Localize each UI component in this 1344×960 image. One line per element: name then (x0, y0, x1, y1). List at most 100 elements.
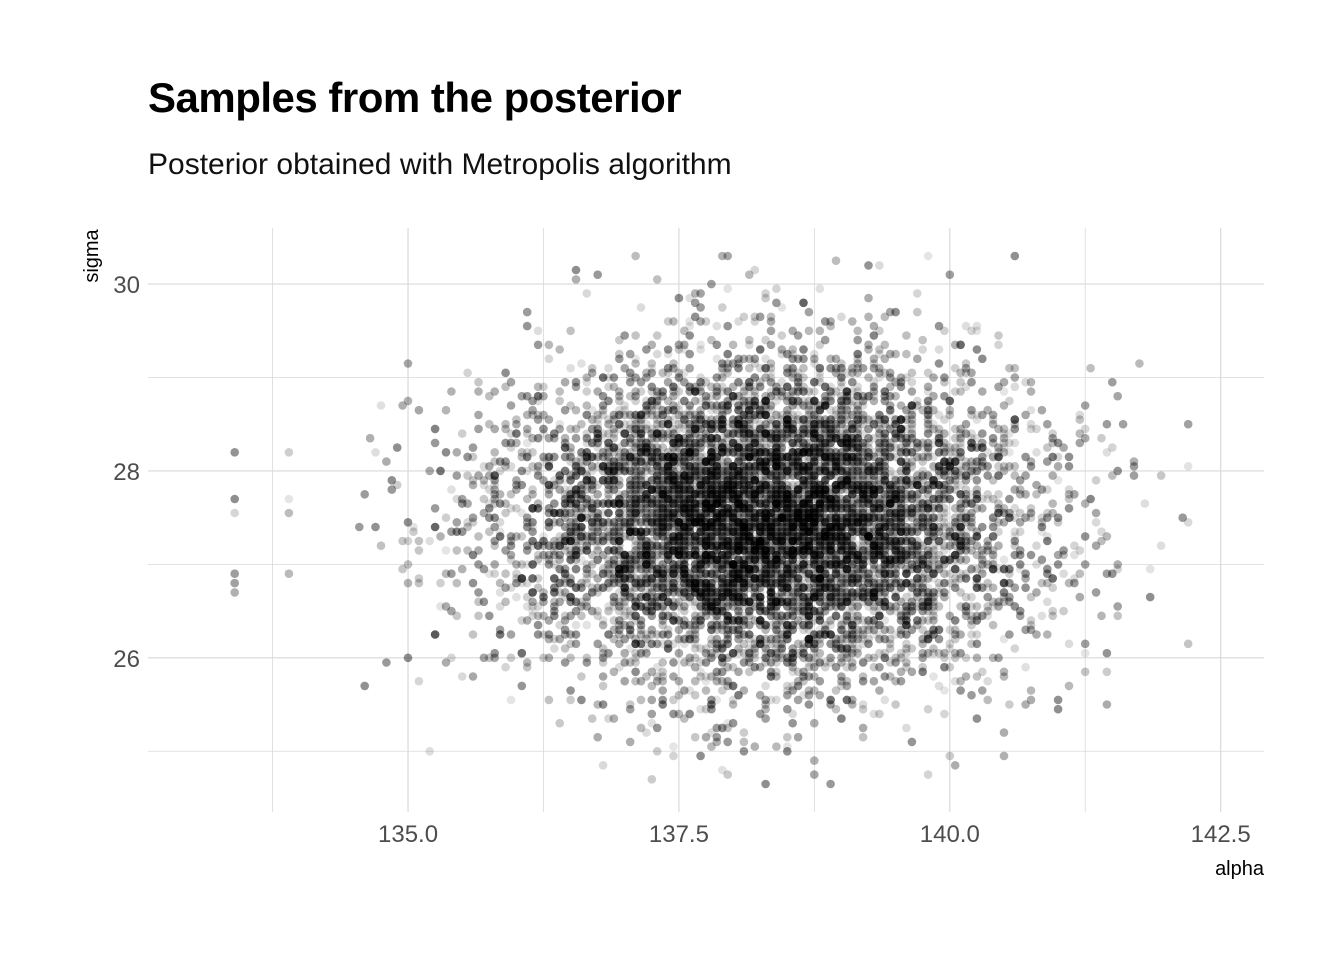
data-point (885, 672, 895, 681)
data-point (658, 611, 667, 621)
data-point (755, 536, 765, 546)
data-point (550, 499, 559, 508)
data-point (853, 405, 862, 415)
data-point (1021, 700, 1030, 709)
data-point (950, 616, 960, 625)
data-point (571, 433, 581, 443)
data-point (723, 448, 732, 457)
data-point (831, 686, 841, 695)
data-point (701, 536, 711, 546)
data-point (793, 536, 803, 546)
data-point (739, 504, 749, 513)
data-point (680, 522, 689, 532)
data-point (544, 452, 554, 462)
data-point (950, 471, 960, 480)
data-point (501, 382, 510, 392)
data-point (755, 522, 765, 532)
data-point (923, 560, 933, 569)
data-point (842, 457, 852, 466)
data-point (701, 676, 711, 686)
data-point (793, 494, 803, 504)
data-point (430, 630, 440, 639)
data-point (674, 438, 684, 448)
data-point (869, 630, 879, 639)
data-point (685, 527, 694, 536)
data-point (696, 480, 705, 490)
data-point (913, 476, 922, 485)
data-point (880, 583, 890, 592)
data-point (571, 546, 581, 555)
data-point (522, 321, 532, 331)
data-point (647, 606, 657, 616)
data-point (723, 737, 732, 747)
data-point (712, 648, 722, 658)
data-point (858, 462, 868, 471)
data-point (690, 462, 700, 471)
data-point (604, 476, 613, 485)
data-point (598, 462, 608, 471)
data-point (571, 462, 581, 471)
data-point (799, 466, 808, 476)
data-point (1156, 471, 1166, 480)
data-point (804, 326, 814, 336)
data-point (707, 588, 716, 597)
data-point (799, 354, 808, 364)
data-point (728, 560, 738, 569)
data-point (972, 653, 982, 663)
data-point (804, 466, 814, 476)
data-point (690, 588, 700, 597)
data-point (734, 569, 743, 578)
data-point (625, 527, 635, 536)
data-point (826, 466, 835, 476)
data-point (712, 513, 722, 522)
data-point (1010, 382, 1020, 392)
data-point (848, 518, 857, 527)
data-point (810, 527, 819, 536)
data-point (441, 405, 451, 415)
data-point (425, 536, 435, 546)
data-point (620, 588, 629, 597)
data-point (750, 546, 760, 555)
data-point (826, 602, 835, 611)
data-point (761, 513, 770, 522)
data-point (848, 433, 857, 443)
data-point (755, 401, 765, 410)
data-point (837, 504, 846, 513)
data-point (674, 494, 684, 504)
data-point (766, 588, 776, 597)
data-point (544, 340, 554, 350)
data-point (690, 550, 700, 560)
data-point (701, 513, 711, 522)
data-point (501, 368, 510, 378)
data-point (869, 452, 879, 462)
data-point (723, 504, 732, 513)
data-point (858, 396, 868, 406)
data-point (723, 588, 732, 597)
data-point (793, 438, 803, 448)
data-point (712, 723, 722, 733)
data-point (875, 569, 884, 578)
data-point (506, 490, 516, 499)
data-point (669, 513, 678, 522)
data-point (793, 564, 803, 574)
data-point (799, 480, 808, 490)
data-point (750, 265, 760, 275)
data-point (783, 499, 792, 508)
data-point (652, 429, 662, 438)
data-point (1102, 667, 1112, 677)
data-point (566, 630, 575, 639)
data-point (685, 424, 694, 434)
data-point (620, 550, 629, 560)
data-point (620, 606, 629, 616)
data-point (663, 433, 673, 443)
data-point (1010, 536, 1020, 546)
data-point (636, 602, 646, 611)
data-point (1053, 462, 1063, 471)
data-point (728, 513, 738, 522)
data-point (658, 485, 667, 494)
data-point (837, 560, 846, 569)
data-point (858, 499, 868, 508)
data-point (755, 457, 765, 466)
data-point (495, 457, 505, 466)
data-point (566, 494, 575, 504)
